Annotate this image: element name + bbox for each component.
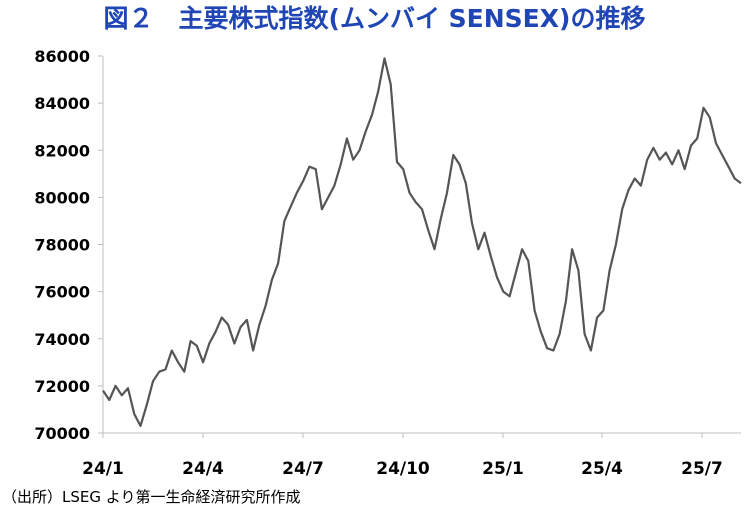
y-tick-label: 86000	[34, 47, 90, 66]
sensex-series-line	[102, 57, 742, 427]
x-tick-label: 24/7	[282, 459, 324, 479]
y-tick-label: 80000	[34, 188, 90, 207]
y-tick-label: 76000	[34, 283, 90, 302]
plot-area	[102, 57, 742, 427]
y-tick-label: 74000	[34, 330, 90, 349]
y-tick-label: 78000	[34, 236, 90, 255]
y-tick-label: 84000	[34, 94, 90, 113]
x-tick-label: 25/4	[581, 459, 623, 479]
y-tick-label: 72000	[34, 377, 90, 396]
x-axis-ticks: 24/1 24/4 24/7 24/10 25/1 25/4 25/7	[82, 433, 723, 479]
y-tick-label: 70000	[34, 424, 90, 443]
x-tick-label: 24/10	[376, 459, 430, 479]
x-tick-label: 25/1	[482, 459, 524, 479]
chart-title: 図２ 主要株式指数(ムンバイ SENSEX)の推移	[103, 4, 646, 33]
x-tick-label: 24/1	[82, 459, 124, 479]
y-tick-label: 82000	[34, 141, 90, 160]
x-tick-label: 25/7	[681, 459, 723, 479]
source-note: （出所）LSEG より第一生命経済研究所作成	[2, 488, 301, 506]
y-axis-ticks: 86000 84000 82000 80000 78000 76000 74000 72000…	[34, 47, 103, 443]
x-tick-label: 24/4	[182, 459, 224, 479]
axes	[102, 56, 741, 434]
